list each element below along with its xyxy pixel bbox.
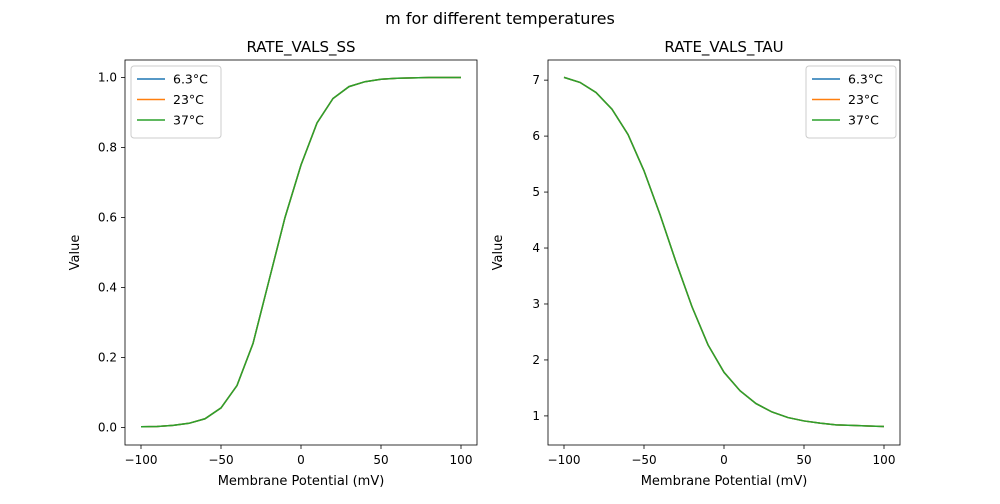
x-tick-label: −100 [125, 453, 158, 467]
y-tick-label: 0.8 [98, 141, 117, 155]
y-tick-label: 2 [532, 353, 540, 367]
y-tick-label: 0.0 [98, 421, 117, 435]
subplot-1: RATE_VALS_SS −100 −50 0 50 100 0.0 0.2 0.4 0.6 0.8… [68, 38, 478, 489]
x-tick-label: 100 [873, 453, 896, 467]
legend: 6.3°C 23°C 37°C [130, 65, 222, 139]
y-axis-label: Value [491, 235, 506, 271]
series-line-3 [140, 76, 461, 428]
x-tick-label: 50 [796, 453, 811, 467]
y-tick-label: 0.2 [98, 351, 117, 365]
x-tick-label: 0 [720, 453, 728, 467]
x-axis-label: Membrane Potential (mV) [641, 474, 808, 489]
subplot-title: RATE_VALS_TAU [664, 38, 783, 57]
y-tick-label: 7 [532, 73, 540, 87]
y-tick-label: 0.6 [98, 211, 117, 225]
x-tick-label: 100 [450, 453, 473, 467]
legend-label-2: 23°C [173, 92, 204, 107]
x-tick-label: −50 [631, 453, 656, 467]
y-axis-label: Value [68, 235, 83, 271]
x-tick-label: −100 [548, 453, 581, 467]
legend-label-3: 37°C [848, 113, 879, 128]
x-axis-label: Membrane Potential (mV) [218, 474, 385, 489]
y-tick-label: 1.0 [98, 71, 117, 85]
y-tick-label: 5 [532, 185, 540, 199]
y-tick-label: 6 [532, 129, 540, 143]
x-tick-label: 50 [373, 453, 388, 467]
legend-label-1: 6.3°C [848, 72, 883, 87]
x-tick-label: −50 [208, 453, 233, 467]
x-tick-label: 0 [297, 453, 305, 467]
subplot-2: RATE_VALS_TAU −100 −50 0 50 100 1 2 3 4 5 6 7 Membran… [491, 38, 901, 489]
figure-suptitle: m for different temperatures [385, 9, 615, 28]
legend-label-2: 23°C [848, 92, 879, 107]
y-tick-label: 0.4 [98, 281, 117, 295]
subplot-title: RATE_VALS_SS [246, 38, 355, 57]
y-tick-label: 3 [532, 297, 540, 311]
y-tick-label: 4 [532, 241, 540, 255]
legend-label-1: 6.3°C [173, 72, 208, 87]
y-tick-label: 1 [532, 409, 540, 423]
legend-label-3: 37°C [173, 113, 204, 128]
series-line-3 [563, 76, 885, 428]
legend: 6.3°C 23°C 37°C [805, 65, 897, 139]
